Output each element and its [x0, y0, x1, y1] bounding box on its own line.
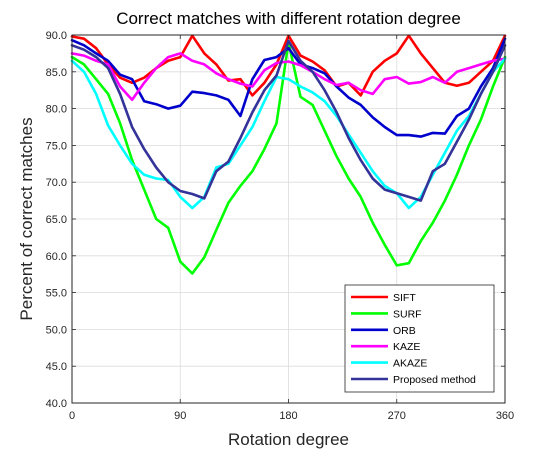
series-lines — [70, 34, 507, 275]
y-tick-label: 70.0 — [46, 177, 67, 189]
x-tick-label: 270 — [388, 410, 406, 422]
x-tick-label: 0 — [69, 410, 75, 422]
gridlines — [71, 34, 506, 404]
x-tick-label: 90 — [174, 410, 186, 422]
y-tick-label: 45.0 — [46, 361, 67, 373]
series-line-proposed-method — [70, 39, 507, 202]
x-tick-label: 180 — [279, 410, 297, 422]
x-axis-label: Rotation degree — [228, 430, 349, 449]
legend-label: Proposed method — [393, 374, 476, 386]
legend-label: SURF — [393, 308, 422, 320]
y-tick-label: 40.0 — [46, 398, 67, 410]
y-tick-label: 80.0 — [46, 104, 67, 116]
legend-label: ORB — [393, 325, 416, 337]
y-axis-label: Percent of correct matches — [17, 117, 36, 320]
y-tick-label: 60.0 — [46, 251, 67, 263]
series-line-kaze — [70, 52, 507, 102]
x-tick-label: 360 — [496, 410, 514, 422]
y-tick-label: 85.0 — [46, 67, 67, 79]
x-axis-ticks: 0 90 180 270 360 — [69, 35, 514, 422]
y-tick-label: 65.0 — [46, 214, 67, 226]
legend-label: SIFT — [393, 292, 416, 304]
y-tick-label: 50.0 — [46, 324, 67, 336]
y-tick-label: 55.0 — [46, 288, 67, 300]
chart-title: Correct matches with different rotation … — [116, 9, 461, 28]
legend-label: AKAZE — [393, 358, 427, 370]
legend: SIFT SURF ORB KAZE AKAZE Proposed method — [344, 284, 495, 393]
y-axis-ticks: 40.0 45.0 50.0 55.0 60.0 65.0 70.0 75.0 80.0 85.0… — [46, 30, 505, 410]
y-tick-label: 75.0 — [46, 140, 67, 152]
legend-label: KAZE — [393, 341, 420, 353]
series-line-akaze — [70, 57, 507, 210]
series-line-orb — [70, 37, 507, 138]
y-tick-label: 90.0 — [46, 30, 67, 42]
legend-box — [344, 284, 495, 393]
